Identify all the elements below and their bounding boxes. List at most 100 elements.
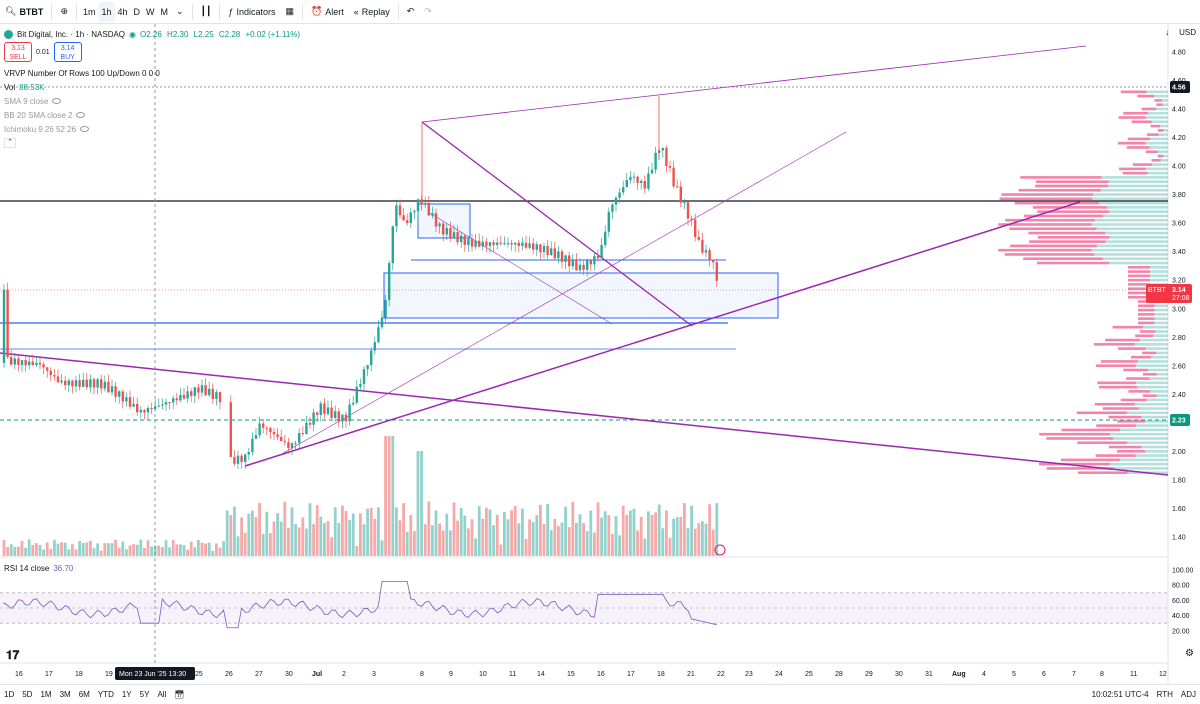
volume-bar bbox=[571, 501, 575, 556]
volume-profile-down-bar bbox=[1037, 261, 1110, 265]
symbol-search[interactable]: 🔍︎ BTBT bbox=[0, 2, 48, 22]
volume-profile-up-bar bbox=[1135, 424, 1168, 427]
replay-button[interactable]: « Replay bbox=[349, 2, 395, 22]
rsi-value: 36.70 bbox=[53, 564, 74, 573]
indicator-vrvp[interactable]: VRVP Number Of Rows 100 Up/Down 0 0 0 bbox=[4, 66, 160, 80]
crosshair-time-label: Mon 23 Jun '25 13:30 bbox=[119, 671, 186, 678]
volume-profile-up-bar bbox=[1138, 407, 1168, 410]
candle-body bbox=[334, 411, 337, 418]
interval-1h[interactable]: 1h bbox=[98, 1, 115, 22]
candle-body bbox=[391, 226, 394, 264]
eye-off-icon[interactable] bbox=[76, 112, 86, 118]
interval-m[interactable]: M bbox=[160, 6, 169, 17]
range-1y[interactable]: 1Y bbox=[121, 690, 132, 699]
candle-body bbox=[438, 223, 441, 227]
volume-profile-up-bar bbox=[1147, 368, 1168, 372]
indicators-button[interactable]: ƒ Indicators bbox=[223, 2, 280, 22]
session-toggle[interactable]: RTH bbox=[1156, 690, 1173, 699]
candle-body bbox=[74, 380, 78, 387]
buy-button[interactable]: 3.14 BUY bbox=[53, 42, 82, 62]
range-1m[interactable]: 1M bbox=[40, 690, 52, 699]
undo-button[interactable]: ↶ bbox=[402, 2, 420, 22]
interval-w[interactable]: W bbox=[146, 6, 155, 17]
replay-icon: « bbox=[353, 6, 359, 17]
indicator-sma[interactable]: SMA 9 close bbox=[4, 94, 160, 108]
settings-icon[interactable]: ⚙ bbox=[1185, 648, 1194, 659]
range-3m[interactable]: 3M bbox=[59, 690, 71, 699]
eye-off-icon[interactable] bbox=[80, 126, 90, 132]
symbol-title[interactable]: Bit Digital, Inc. · 1h · NASDAQ bbox=[17, 30, 126, 39]
candle-body bbox=[542, 245, 546, 253]
templates-button[interactable]: ▦ bbox=[280, 2, 299, 22]
range-all[interactable]: All bbox=[157, 690, 167, 699]
volume-bar bbox=[74, 549, 78, 556]
volume-profile-down-bar bbox=[1128, 295, 1150, 299]
candle-body bbox=[348, 404, 351, 422]
candle-body bbox=[366, 365, 369, 370]
indicator-bb[interactable]: BB 20 SMA close 2 bbox=[4, 108, 160, 122]
volume-profile-down-bar bbox=[1128, 265, 1150, 269]
candle-body bbox=[492, 242, 495, 245]
volume-profile-up-bar bbox=[1145, 141, 1168, 145]
high-value: H2.30 bbox=[167, 30, 189, 39]
candle-body bbox=[319, 403, 322, 415]
volume-bar bbox=[348, 520, 351, 556]
candle-body bbox=[312, 412, 315, 425]
range-5d[interactable]: 5D bbox=[22, 690, 33, 699]
indicator-vol[interactable]: Vol 88.53K bbox=[4, 80, 160, 94]
volume-bar bbox=[485, 507, 488, 556]
range-5y[interactable]: 5Y bbox=[139, 690, 150, 699]
price-chart[interactable]: 4.804.604.404.204.003.803.603.403.203.00… bbox=[0, 24, 1200, 684]
volume-bar bbox=[553, 518, 557, 556]
candle-body bbox=[352, 402, 355, 405]
candle-body bbox=[89, 379, 92, 388]
volume-bar bbox=[539, 504, 542, 556]
volume-profile-up-bar bbox=[1145, 347, 1168, 350]
alert-button[interactable]: ⏰ Alert bbox=[306, 2, 349, 22]
chart-type-button[interactable]: ┃┃ bbox=[196, 2, 217, 22]
volume-bar bbox=[341, 505, 344, 556]
candle-body bbox=[233, 456, 236, 464]
volume-profile-up-bar bbox=[1156, 107, 1168, 111]
candle-body bbox=[323, 403, 326, 414]
goto-date-button[interactable]: 📅︎ bbox=[170, 690, 188, 699]
volume-bar bbox=[521, 508, 524, 556]
collapse-legend-button[interactable]: ⌃ bbox=[4, 138, 16, 148]
download-icon[interactable]: ↓ bbox=[1165, 28, 1170, 37]
currency-label[interactable]: USD bbox=[1179, 28, 1196, 37]
range-1d[interactable]: 1D bbox=[4, 690, 15, 699]
volume-profile-down-bar bbox=[1102, 407, 1139, 410]
time-tick-label: 11 bbox=[509, 671, 516, 678]
candle-body bbox=[470, 238, 474, 247]
range-6m[interactable]: 6M bbox=[78, 690, 90, 699]
volume-bar bbox=[294, 524, 297, 556]
volume-bar bbox=[265, 511, 269, 556]
close-value: C2.28 bbox=[218, 30, 241, 39]
candle-body bbox=[6, 289, 9, 358]
change-value: +0.02 (+1.11%) bbox=[245, 30, 301, 39]
volume-bar bbox=[441, 530, 445, 556]
range-ytd[interactable]: YTD bbox=[97, 690, 114, 699]
indicator-ichimoku[interactable]: Ichimoku 9 26 52 26 bbox=[4, 122, 160, 136]
candle-body bbox=[463, 235, 466, 245]
interval-d[interactable]: D bbox=[133, 6, 141, 17]
volume-bar bbox=[373, 519, 377, 556]
volume-bar bbox=[258, 502, 261, 556]
compare-button[interactable]: ⊕ bbox=[55, 2, 73, 22]
eye-off-icon[interactable] bbox=[52, 98, 62, 104]
interval-4h[interactable]: 4h bbox=[117, 6, 128, 17]
volume-bar bbox=[171, 539, 175, 556]
interval-1m[interactable]: 1m bbox=[82, 6, 96, 17]
candle-body bbox=[622, 187, 625, 193]
undo-icon: ↶ bbox=[406, 6, 415, 16]
volume-bar bbox=[229, 515, 233, 556]
sell-button[interactable]: 3.13 SELL bbox=[4, 42, 32, 62]
clock-time[interactable]: 10:02:51 UTC-4 bbox=[1091, 690, 1149, 699]
rsi-label[interactable]: RSI 14 close bbox=[4, 564, 50, 573]
interval-dropdown[interactable]: ⌄ bbox=[171, 2, 189, 22]
volume-profile-down-bar bbox=[1128, 270, 1150, 273]
adjust-toggle[interactable]: ADJ bbox=[1180, 690, 1196, 699]
candle-body bbox=[434, 213, 438, 227]
symbol-legend: Bit Digital, Inc. · 1h · NASDAQ ◉ O2.26 … bbox=[4, 28, 303, 41]
redo-button[interactable]: ↷ bbox=[419, 2, 437, 22]
